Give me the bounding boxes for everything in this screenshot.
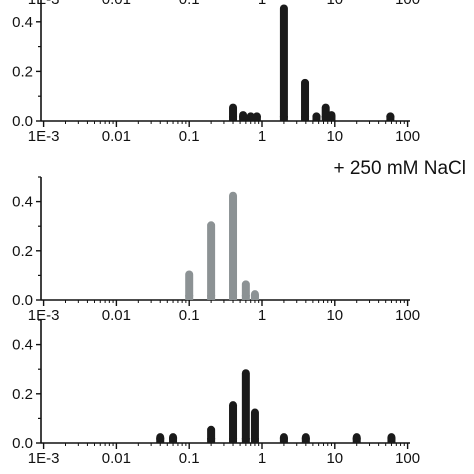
histogram-bar-base bbox=[185, 295, 194, 300]
histogram-bar bbox=[301, 78, 310, 121]
histogram-bar-base bbox=[301, 116, 310, 121]
histogram-bar-base bbox=[241, 438, 250, 443]
histogram-bar-base bbox=[229, 116, 238, 121]
histogram-bar bbox=[241, 369, 250, 443]
histogram-bar-base bbox=[241, 295, 250, 300]
histogram-bar bbox=[229, 401, 238, 443]
x-tick-label: 1 bbox=[258, 450, 266, 467]
histogram-bar-base bbox=[239, 116, 248, 121]
histogram-bar-base bbox=[229, 295, 238, 300]
y-tick-label: 0.2 bbox=[12, 63, 33, 80]
x-tick-label: 10 bbox=[326, 450, 343, 467]
panel-top: 0.0 0.2 0.4 1E-3 0.01 0.1 1 10 100 1E-3 0.01 0.1 1 10… bbox=[12, 0, 420, 145]
histogram-bar bbox=[207, 221, 216, 300]
panel-middle: 0.0 0.2 0.4 1E-3 0.01 0.1 1 10 100 + 250 mM NaCl bbox=[12, 158, 466, 324]
histogram-bar-base bbox=[279, 116, 288, 121]
y-tick-label: 0.4 bbox=[12, 337, 33, 354]
x-tick-label: 1E-3 bbox=[28, 307, 60, 324]
y-tick-label: 0.0 bbox=[12, 292, 33, 309]
x-tick-label: 1 bbox=[258, 307, 266, 324]
histogram-bar-base bbox=[301, 438, 310, 443]
y-tick-label: 0.2 bbox=[12, 386, 33, 403]
x-tick-label: 0.01 bbox=[102, 307, 131, 324]
histogram-bar bbox=[229, 191, 238, 300]
cropped-x-tick-label: 100 bbox=[395, 0, 420, 8]
x-tick-label: 1 bbox=[258, 128, 266, 145]
histogram-bar-base bbox=[229, 438, 238, 443]
x-tick-label: 1E-3 bbox=[28, 128, 60, 145]
histogram-bar-base bbox=[207, 295, 216, 300]
histogram-bar-base bbox=[246, 116, 255, 121]
x-tick-label: 100 bbox=[395, 307, 420, 324]
histogram-bar-base bbox=[156, 438, 165, 443]
cropped-x-tick-label: 1 bbox=[258, 0, 266, 8]
histogram-bar-base bbox=[312, 116, 321, 121]
histogram-bar bbox=[279, 4, 288, 121]
histogram-bar-base bbox=[250, 438, 259, 443]
histogram-bar-base bbox=[352, 438, 361, 443]
x-tick-label: 0.1 bbox=[179, 450, 200, 467]
y-tick-label: 0.4 bbox=[12, 194, 33, 211]
y-tick-label: 0.0 bbox=[12, 113, 33, 130]
histogram-bar-base bbox=[169, 438, 178, 443]
histogram-bar-base bbox=[321, 116, 330, 121]
y-tick-label: 0.2 bbox=[12, 243, 33, 260]
x-tick-label: 1E-3 bbox=[28, 450, 60, 467]
y-tick-label: 0.0 bbox=[12, 435, 33, 452]
cropped-x-tick-label: 0.01 bbox=[102, 0, 131, 8]
x-tick-label: 0.01 bbox=[102, 128, 131, 145]
histogram-bar-base bbox=[250, 295, 259, 300]
histogram-bar-base bbox=[386, 116, 395, 121]
histogram-bar-base bbox=[279, 438, 288, 443]
histogram-bar bbox=[250, 408, 259, 443]
x-tick-label: 0.01 bbox=[102, 450, 131, 467]
condition-annotation: + 250 mM NaCl bbox=[333, 158, 466, 179]
histogram-bar-base bbox=[207, 438, 216, 443]
x-tick-label: 0.1 bbox=[179, 128, 200, 145]
y-tick-label: 0.4 bbox=[12, 14, 33, 31]
histogram-bar-base bbox=[387, 438, 396, 443]
histogram-bar bbox=[185, 270, 194, 300]
cropped-x-tick-label: 1E-3 bbox=[28, 0, 60, 8]
x-tick-label: 100 bbox=[395, 450, 420, 467]
histogram-bar-base bbox=[327, 116, 336, 121]
cropped-x-tick-label: 0.1 bbox=[179, 0, 200, 8]
x-tick-label: 100 bbox=[395, 128, 420, 145]
x-tick-label: 10 bbox=[326, 128, 343, 145]
histogram-bar-base bbox=[252, 116, 261, 121]
panel-bottom: 0.0 0.2 0.4 1E-3 0.01 0.1 1 10 100 bbox=[12, 319, 420, 467]
cropped-x-tick-label: 10 bbox=[326, 0, 343, 8]
x-tick-label: 0.1 bbox=[179, 307, 200, 324]
x-tick-label: 10 bbox=[326, 307, 343, 324]
